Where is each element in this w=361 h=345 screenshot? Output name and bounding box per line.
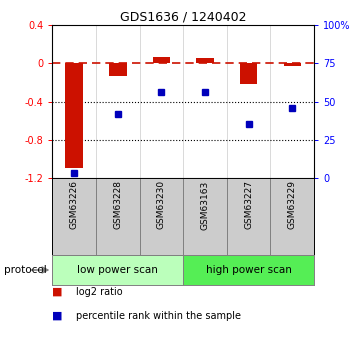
- Text: high power scan: high power scan: [206, 265, 292, 275]
- Text: GSM63163: GSM63163: [200, 180, 209, 229]
- Text: ■: ■: [52, 287, 63, 297]
- Text: log2 ratio: log2 ratio: [76, 287, 122, 297]
- Text: percentile rank within the sample: percentile rank within the sample: [76, 311, 241, 321]
- Text: protocol: protocol: [4, 265, 46, 275]
- Bar: [140, 178, 183, 255]
- Bar: [183, 178, 227, 255]
- Bar: [52, 255, 183, 285]
- Bar: [52, 178, 96, 255]
- Text: GSM63229: GSM63229: [288, 180, 297, 229]
- Bar: [96, 178, 140, 255]
- Bar: [109, 63, 126, 76]
- Bar: [153, 57, 170, 63]
- Title: GDS1636 / 1240402: GDS1636 / 1240402: [120, 11, 247, 24]
- Bar: [227, 178, 270, 255]
- Text: GSM63227: GSM63227: [244, 180, 253, 229]
- Text: GSM63230: GSM63230: [157, 180, 166, 229]
- Bar: [65, 63, 83, 168]
- Bar: [240, 63, 257, 84]
- Bar: [270, 178, 314, 255]
- Bar: [183, 255, 314, 285]
- Bar: [196, 58, 214, 63]
- Text: ■: ■: [52, 311, 63, 321]
- Text: low power scan: low power scan: [77, 265, 158, 275]
- Text: GSM63226: GSM63226: [70, 180, 79, 229]
- Text: GSM63228: GSM63228: [113, 180, 122, 229]
- Bar: [283, 63, 301, 66]
